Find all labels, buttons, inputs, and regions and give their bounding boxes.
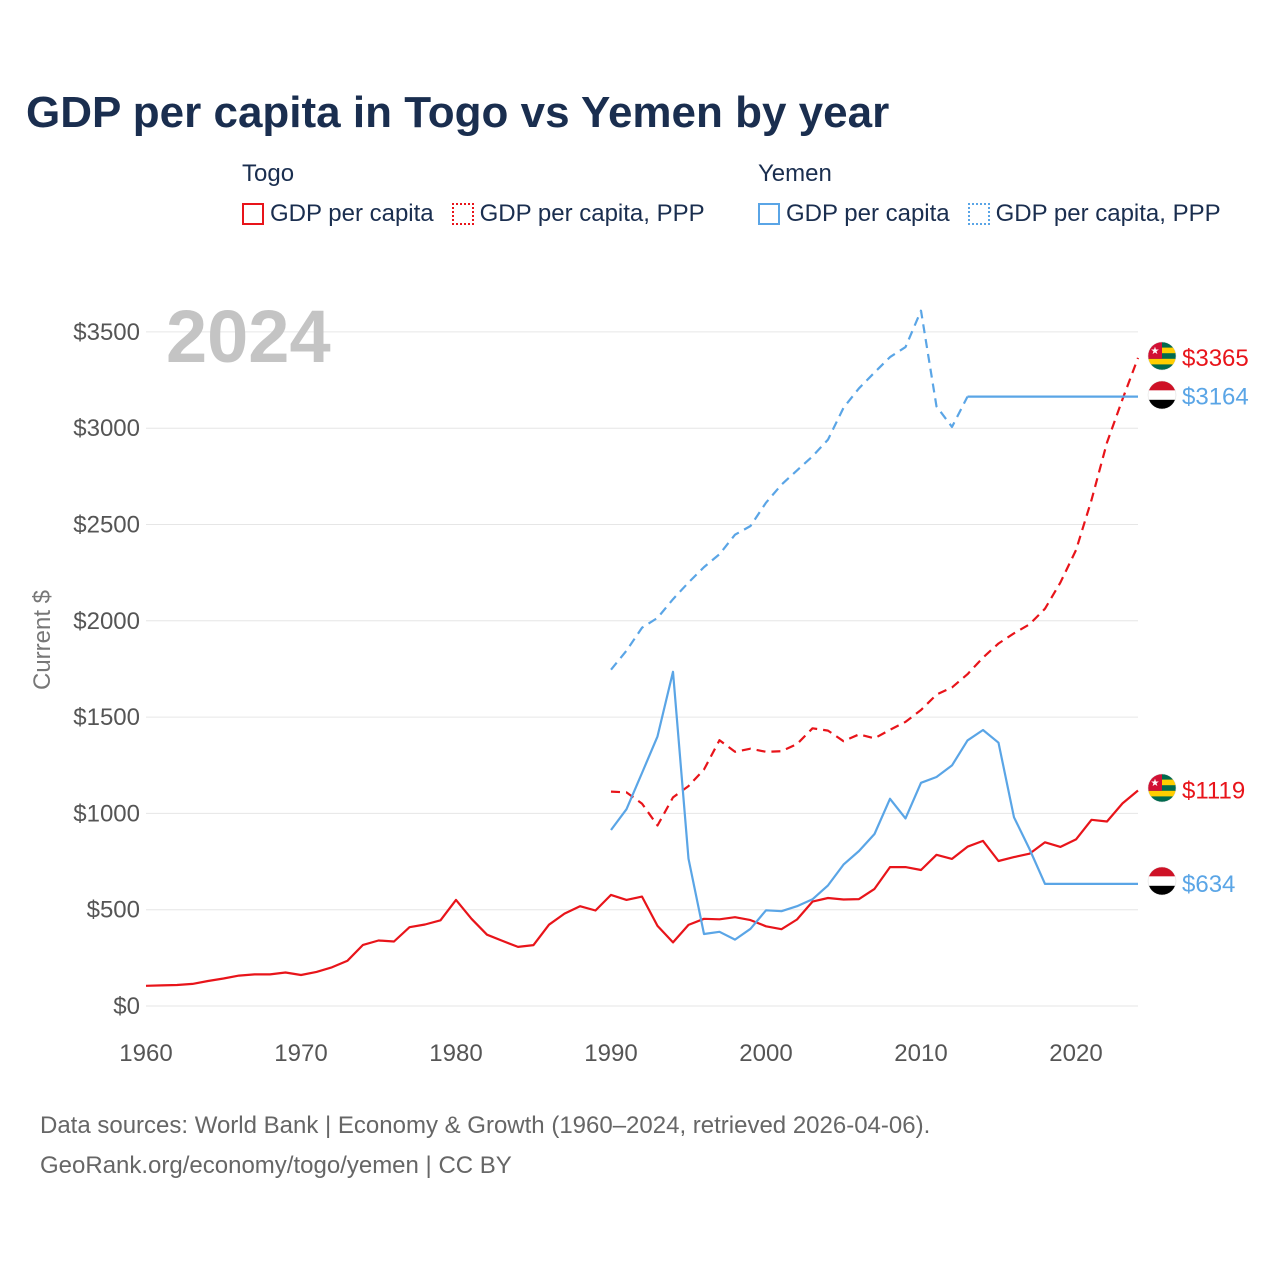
legend-item-togo-gdp[interactable]: GDP per capita [242,200,434,228]
footer-sources: Data sources: World Bank | Economy & Gro… [40,1112,931,1139]
legend-swatch-solid [242,203,264,225]
end-value-label: $1119 [1182,777,1245,804]
end-value-label: $3365 [1182,345,1249,372]
yemen-flag-icon [1148,381,1176,409]
series-line[interactable] [610,309,969,671]
end-value-label: $3164 [1182,384,1249,411]
series-line[interactable] [145,789,1139,987]
legend-item-yemen-gdp-ppp[interactable]: GDP per capita, PPP [967,200,1221,228]
legend-group-yemen: Yemen GDP per capita GDP per capita, PPP [758,160,1221,228]
series-line[interactable] [610,670,1138,941]
y-tick-label: $2000 [73,608,140,635]
legend-group-togo: Togo GDP per capita GDP per capita, PPP [242,160,705,228]
yemen-flag-icon [1148,867,1176,895]
legend-group-title: Yemen [758,160,832,187]
x-tick-label: 1990 [584,1040,637,1067]
end-value-label: $634 [1182,871,1235,898]
y-tick-label: $1500 [73,704,140,731]
y-axis-label: Current $ [29,590,56,690]
y-tick-label: $3000 [73,415,140,442]
x-tick-label: 1960 [119,1040,172,1067]
series-line[interactable] [610,357,1140,827]
svg-text:★: ★ [1151,346,1160,357]
y-tick-label: $3500 [73,319,140,346]
y-tick-label: $2500 [73,512,140,539]
footer-link[interactable]: GeoRank.org/economy/togo/yemen | CC BY [40,1152,512,1179]
togo-flag-icon: ★ [1148,774,1176,802]
svg-text:★: ★ [1151,778,1160,789]
legend-item-yemen-gdp[interactable]: GDP per capita [758,200,950,228]
y-tick-label: $500 [87,897,140,924]
legend-label: GDP per capita [786,200,950,227]
y-tick-label: $1000 [73,800,140,827]
x-tick-label: 2000 [739,1040,792,1067]
legend-group-title: Togo [242,160,295,187]
x-tick-label: 1980 [429,1040,482,1067]
chart-title: GDP per capita in Togo vs Yemen by year [26,88,890,137]
y-tick-label: $0 [113,993,140,1020]
x-tick-label: 1970 [274,1040,327,1067]
legend-label: GDP per capita, PPP [479,200,705,227]
togo-flag-icon: ★ [1148,342,1176,370]
legend-swatch-solid [758,203,780,225]
chart-footer: Data sources: World Bank | Economy & Gro… [40,1106,930,1186]
legend-item-togo-gdp-ppp[interactable]: GDP per capita, PPP [451,200,705,228]
legend-swatch-dotted [451,203,474,225]
legend-label: GDP per capita [270,200,434,227]
year-watermark: 2024 [166,295,331,378]
legend-label: GDP per capita, PPP [995,200,1221,227]
legend-swatch-dotted [967,203,990,225]
x-tick-label: 2010 [894,1040,947,1067]
x-tick-label: 2020 [1049,1040,1102,1067]
